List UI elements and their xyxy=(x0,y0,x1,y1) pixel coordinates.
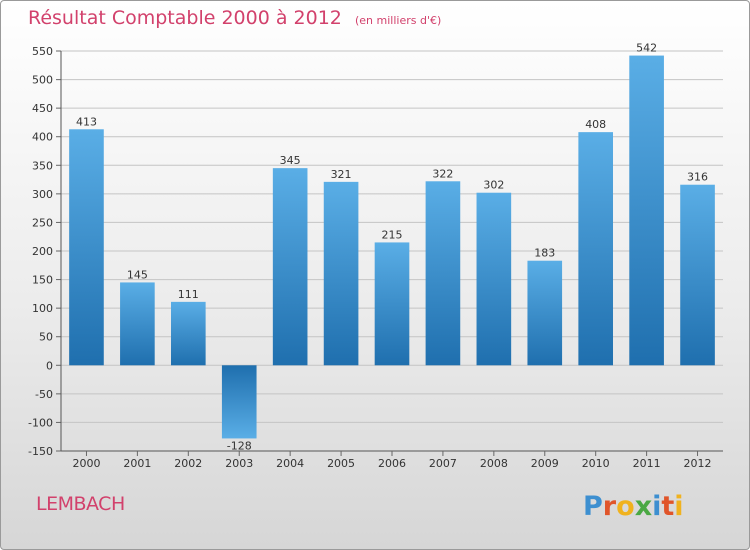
data-label-2000: 413 xyxy=(76,115,97,128)
y-tick-label: -100 xyxy=(28,416,53,429)
y-tick-label: 400 xyxy=(32,131,53,144)
data-label-2002: 111 xyxy=(178,288,199,301)
x-tick-label: 2011 xyxy=(633,457,661,470)
y-tick-label: 350 xyxy=(32,159,53,172)
data-label-2004: 345 xyxy=(280,154,301,167)
data-label-2003: -128 xyxy=(227,439,252,452)
x-tick-label: 2006 xyxy=(378,457,406,470)
bar-2011 xyxy=(629,55,664,366)
x-tick-label: 2004 xyxy=(276,457,304,470)
bar-2000 xyxy=(69,129,104,366)
data-label-2001: 145 xyxy=(127,268,148,281)
y-tick-label: 150 xyxy=(32,274,53,287)
y-tick-label: -150 xyxy=(28,445,53,458)
x-tick-label: 2002 xyxy=(174,457,202,470)
y-tick-label: 500 xyxy=(32,74,53,87)
bar-chart: -150 -100 -50 0 50 100 150 200 250 300 350 400 450 50… xyxy=(28,42,723,470)
data-label-2005: 321 xyxy=(331,168,352,181)
bar-2006 xyxy=(374,242,410,366)
bar-2010 xyxy=(578,132,614,366)
bar-2012 xyxy=(680,184,715,366)
data-label-2007: 322 xyxy=(432,167,453,180)
proxiti-logo: Proxiti xyxy=(583,491,684,522)
y-tick-label: -50 xyxy=(35,388,53,401)
data-label-2011: 542 xyxy=(636,42,657,55)
bar-2001 xyxy=(120,282,155,366)
y-tick-label: 0 xyxy=(46,359,53,372)
svg-text:Proxiti: Proxiti xyxy=(583,491,684,522)
chart-title-block: Résultat Comptable 2000 à 2012 (en milli… xyxy=(28,7,441,29)
commune-name: LEMBACH xyxy=(36,493,125,515)
x-tick-label: 2005 xyxy=(327,457,355,470)
y-tick-label: 100 xyxy=(32,302,53,315)
y-tick-label: 50 xyxy=(39,331,53,344)
x-tick-label: 2001 xyxy=(123,457,151,470)
data-label-2010: 408 xyxy=(585,118,606,131)
x-tick-label: 2008 xyxy=(480,457,508,470)
x-tick-label: 2010 xyxy=(582,457,610,470)
data-label-2009: 183 xyxy=(534,247,555,260)
x-tick-label: 2000 xyxy=(72,457,100,470)
y-tick-label: 200 xyxy=(32,245,53,258)
bar-2003 xyxy=(221,365,257,439)
bar-2004 xyxy=(272,168,308,366)
x-tick-label: 2003 xyxy=(225,457,253,470)
bar-2009 xyxy=(527,260,563,366)
x-tick-label: 2007 xyxy=(429,457,457,470)
chart-unit: (en milliers d'€) xyxy=(354,14,442,27)
x-tick-label: 2012 xyxy=(684,457,712,470)
y-tick-label: 450 xyxy=(32,102,53,115)
bar-2007 xyxy=(425,181,461,366)
data-label-2008: 302 xyxy=(483,179,504,192)
y-tick-label: 250 xyxy=(32,216,53,229)
bar-2005 xyxy=(323,181,359,366)
chart-title: Résultat Comptable 2000 à 2012 xyxy=(28,7,342,29)
y-tick-label: 300 xyxy=(32,188,53,201)
bar-2008 xyxy=(476,192,512,366)
y-tick-label: 550 xyxy=(32,45,53,58)
bar-2002 xyxy=(170,301,206,366)
x-tick-label: 2009 xyxy=(531,457,559,470)
data-label-2012: 316 xyxy=(687,171,708,184)
data-label-2006: 215 xyxy=(382,228,403,241)
